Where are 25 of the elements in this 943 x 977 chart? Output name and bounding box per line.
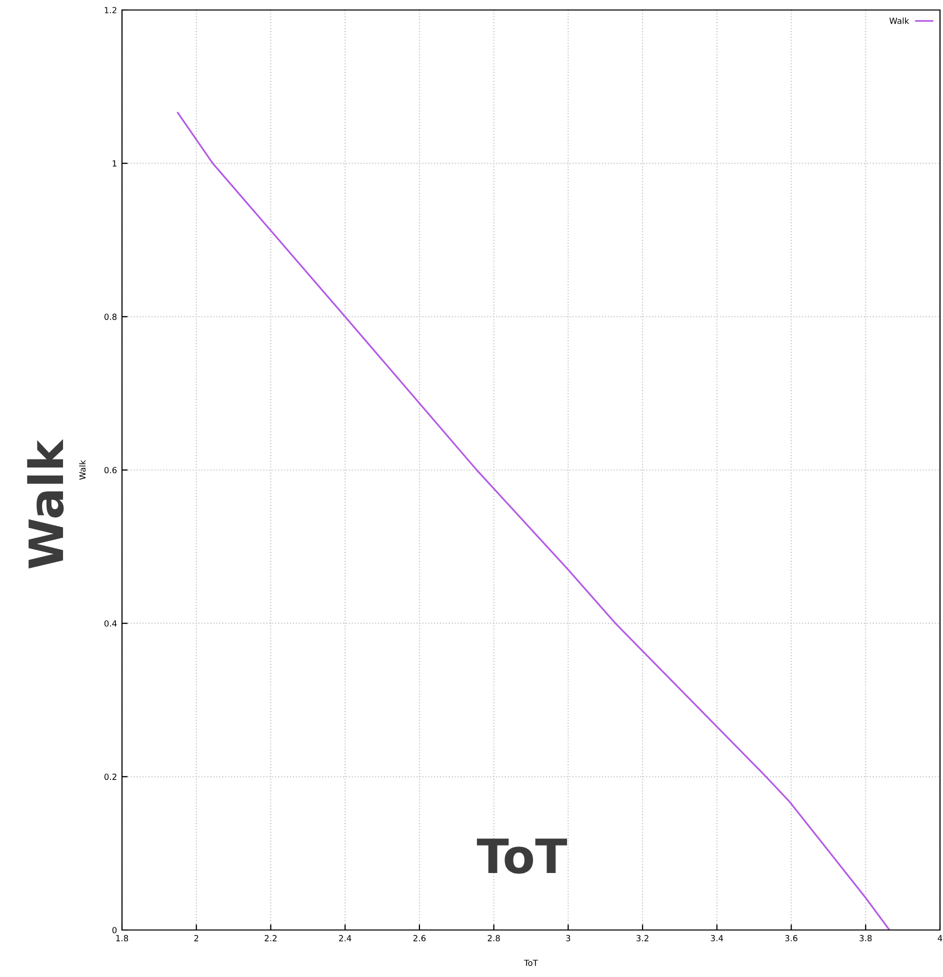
x-tick-label: 2.8 — [488, 935, 500, 942]
x-axis-title: ToT — [524, 960, 538, 966]
x-tick-label: 1.8 — [116, 935, 128, 942]
x-tick-label: 3.4 — [710, 935, 724, 942]
y-axis-title: Walk — [79, 460, 86, 480]
y-tick-label: 0.8 — [104, 314, 117, 320]
text: Walk — [27, 439, 64, 569]
y-tick-label: 0.4 — [104, 620, 117, 627]
y-tick-label: 1 — [112, 160, 116, 166]
x-tick-label: 2.6 — [413, 935, 426, 942]
y-tick-label: 0 — [112, 926, 117, 934]
x-tick-label: 3.6 — [785, 935, 798, 942]
x-tick-label: 3.2 — [636, 935, 648, 942]
annotation: ToT — [476, 838, 568, 874]
x-tick-label: 3.8 — [860, 935, 872, 942]
y-tick-label: 0.2 — [104, 774, 116, 780]
line-series — [176, 112, 890, 930]
legend-label: Walk — [889, 18, 910, 24]
x-tick-label: 2.4 — [339, 935, 352, 942]
x-tick-label: 3 — [566, 935, 570, 942]
y-tick-label: 0.6 — [104, 466, 117, 474]
x-tick-label: 4 — [938, 935, 942, 942]
x-tick-label: 2.2 — [264, 935, 277, 942]
y-tick-label: 1.2 — [104, 6, 116, 14]
x-tick-label: 2 — [194, 935, 198, 942]
